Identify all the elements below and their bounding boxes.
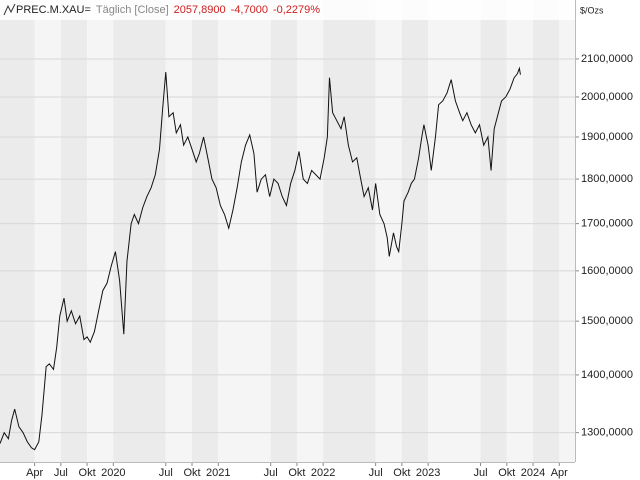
x-tick-label: Apr [26,467,43,479]
plot-band [113,0,166,462]
x-tick-label: Jul [369,467,383,479]
y-tick-label: 1400,0000 [581,369,633,381]
header-bar [0,0,575,20]
y-tick-label: 1900,0000 [581,131,633,143]
x-tick-label: 2023 [416,467,440,479]
y-unit: $/Ozs [580,5,604,15]
x-tick-label: 2020 [101,467,125,479]
symbol: PREC.M.XAU= [16,4,91,16]
plot-band [401,0,429,462]
plot-band [165,0,193,462]
x-tick-label: Okt [79,467,96,479]
x-tick-label: Okt [288,467,305,479]
x-tick-label: 2022 [311,467,335,479]
plot-band [218,0,271,462]
last-price: 2057,8900 [174,4,226,16]
plot-band [480,0,507,462]
price-line [0,66,521,451]
plot-band [559,0,575,462]
mode: Täglich [Close] [96,4,169,16]
plot-band [0,0,35,462]
x-tick-label: Jul [54,467,68,479]
plot-band [428,0,481,462]
y-tick-label: 2100,0000 [581,53,633,65]
plot-band [533,0,560,462]
x-tick-label: Jul [474,467,488,479]
plot-band [296,0,324,462]
y-tick-label: 1700,0000 [581,218,633,230]
plot-band [506,0,534,462]
x-tick-label: Apr [551,467,568,479]
change-pct: -0,2279% [273,4,320,16]
x-tick-label: Okt [498,467,515,479]
change: -4,7000 [231,4,268,16]
y-tick-label: 2000,0000 [581,91,633,103]
x-tick-label: Okt [393,467,410,479]
x-tick-label: 2024 [521,467,545,479]
x-tick-label: Okt [183,467,200,479]
plot-band [34,0,61,462]
y-tick-label: 1300,0000 [581,427,633,439]
y-tick-label: 1600,0000 [581,265,633,277]
x-tick-label: Jul [159,467,173,479]
plot-band [192,0,219,462]
plot-band [375,0,402,462]
y-tick-label: 1800,0000 [581,173,633,185]
chart-icon [3,3,16,16]
x-tick-label: 2021 [206,467,230,479]
plot-band [323,0,376,462]
plot-band [60,0,88,462]
header: PREC.M.XAU= Täglich [Close] 2057,8900 -4,70… [16,4,320,16]
x-tick-label: Jul [264,467,278,479]
plot-band [87,0,114,462]
y-tick-label: 1500,0000 [581,315,633,327]
plot-band [270,0,297,462]
